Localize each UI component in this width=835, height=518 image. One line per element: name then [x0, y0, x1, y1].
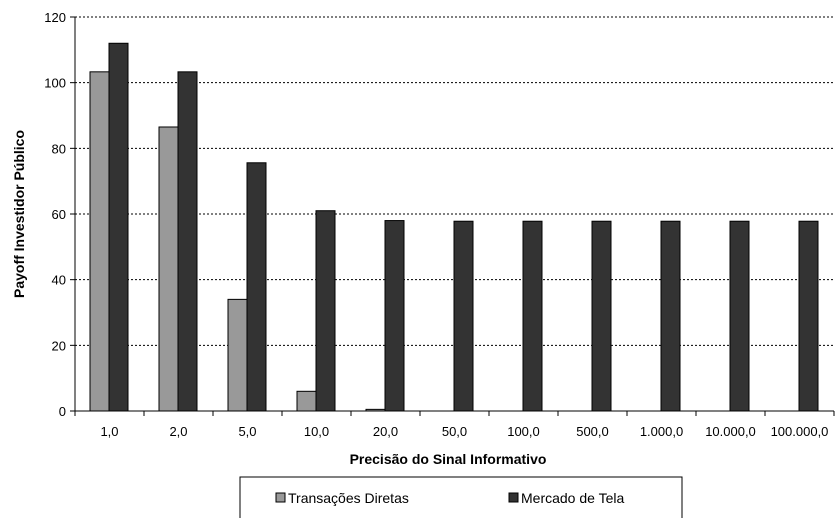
bar — [798, 220, 819, 412]
x-tick-label: 1,0 — [100, 424, 118, 439]
x-tick-label: 100,0 — [507, 424, 540, 439]
bar — [108, 42, 129, 412]
legend-swatch — [275, 492, 286, 503]
legend-box — [239, 476, 683, 518]
x-tick-label: 20,0 — [373, 424, 398, 439]
bar — [296, 390, 317, 412]
x-tick-label: 10,0 — [304, 424, 329, 439]
legend-swatch — [508, 492, 519, 503]
y-tick-label: 0 — [59, 404, 66, 419]
legend: Transações Diretas Mercado de Tela — [239, 476, 683, 518]
gridlines — [75, 16, 834, 346]
y-tick-label: 120 — [44, 10, 66, 25]
y-tick-label: 40 — [52, 273, 66, 288]
legend-label: Transações Diretas — [288, 490, 409, 506]
x-tick-label: 500,0 — [576, 424, 609, 439]
y-tick-label: 60 — [52, 207, 66, 222]
x-tick-label: 5,0 — [238, 424, 256, 439]
y-axis-title: Payoff Investidor Público — [11, 130, 27, 298]
bar — [384, 220, 405, 412]
bar — [453, 220, 474, 412]
y-tick-labels: 0 20 40 60 80 100 120 — [44, 10, 66, 419]
x-tick-label: 10.000,0 — [705, 424, 756, 439]
y-tick-label: 100 — [44, 76, 66, 91]
x-axis-title: Precisão do Sinal Informativo — [350, 451, 547, 467]
bar — [158, 126, 179, 412]
bar — [89, 71, 110, 412]
bar — [246, 162, 267, 412]
bar — [177, 71, 198, 412]
x-tick-label: 2,0 — [169, 424, 187, 439]
x-tick-label: 1.000,0 — [640, 424, 683, 439]
bar — [729, 220, 750, 412]
y-tick-label: 20 — [52, 338, 66, 353]
axes — [70, 16, 835, 416]
bar — [591, 220, 612, 412]
bar — [660, 220, 681, 412]
legend-label: Mercado de Tela — [521, 490, 624, 506]
x-tick-label: 50,0 — [442, 424, 467, 439]
bars — [89, 42, 819, 412]
y-tick-label: 80 — [52, 141, 66, 156]
x-tick-label: 100.000,0 — [771, 424, 829, 439]
bar — [315, 210, 336, 412]
x-tick-labels: 1,0 2,0 5,0 10,0 20,0 50,0 100,0 500,0 1.000,0 10… — [100, 424, 828, 439]
bar — [227, 298, 248, 412]
bar — [522, 220, 543, 412]
